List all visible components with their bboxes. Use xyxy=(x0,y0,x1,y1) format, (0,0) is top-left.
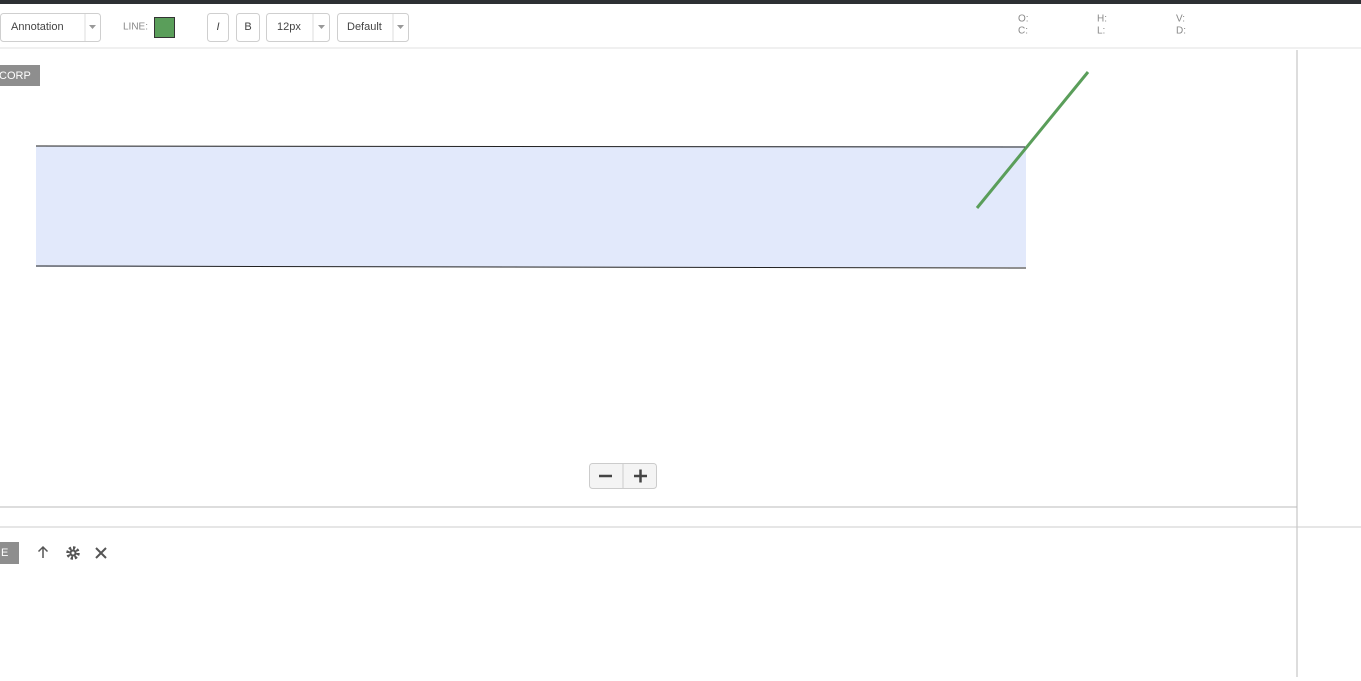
dropdown-arrow xyxy=(89,25,96,29)
bold-button[interactable] xyxy=(236,13,260,42)
settings-icon-hole xyxy=(71,551,75,555)
move-up-icon[interactable] xyxy=(37,545,49,558)
range-annotation[interactable] xyxy=(36,146,1026,267)
annotation-dropdown[interactable] xyxy=(0,13,101,42)
symbol-label: CORP xyxy=(0,70,31,82)
ohlc-label: C: xyxy=(1018,26,1028,37)
close-icon[interactable] xyxy=(95,547,107,559)
font-size-dropdown[interactable] xyxy=(266,13,330,42)
ohlc-label: V: xyxy=(1176,14,1185,25)
ohlc-label: O: xyxy=(1018,14,1029,25)
range-top-line xyxy=(35,145,1027,148)
range-bottom-line xyxy=(35,265,1027,269)
dropdown-arrow xyxy=(397,25,404,29)
style-label: Default xyxy=(347,21,382,33)
style-dropdown[interactable] xyxy=(337,13,409,42)
symbol-tag[interactable] xyxy=(0,65,40,86)
line-label: LINE: xyxy=(123,22,148,33)
ohlc-label: H: xyxy=(1097,14,1107,25)
italic-label: I xyxy=(216,21,219,33)
ohlc-label: L: xyxy=(1097,26,1105,37)
dropdown-arrow xyxy=(318,25,325,29)
line-color-swatch[interactable] xyxy=(154,17,175,38)
trend-line[interactable] xyxy=(975,71,1090,209)
italic-button[interactable] xyxy=(207,13,229,42)
ohlc-label: D: xyxy=(1176,26,1186,37)
annotation-label: Annotation xyxy=(11,21,64,33)
volume-tag[interactable] xyxy=(0,542,19,564)
top-bar xyxy=(0,0,1361,4)
volume-label: E xyxy=(1,547,8,559)
bold-label: B xyxy=(244,21,251,33)
font-size-label: 12px xyxy=(277,21,301,33)
settings-icon[interactable] xyxy=(66,546,80,560)
